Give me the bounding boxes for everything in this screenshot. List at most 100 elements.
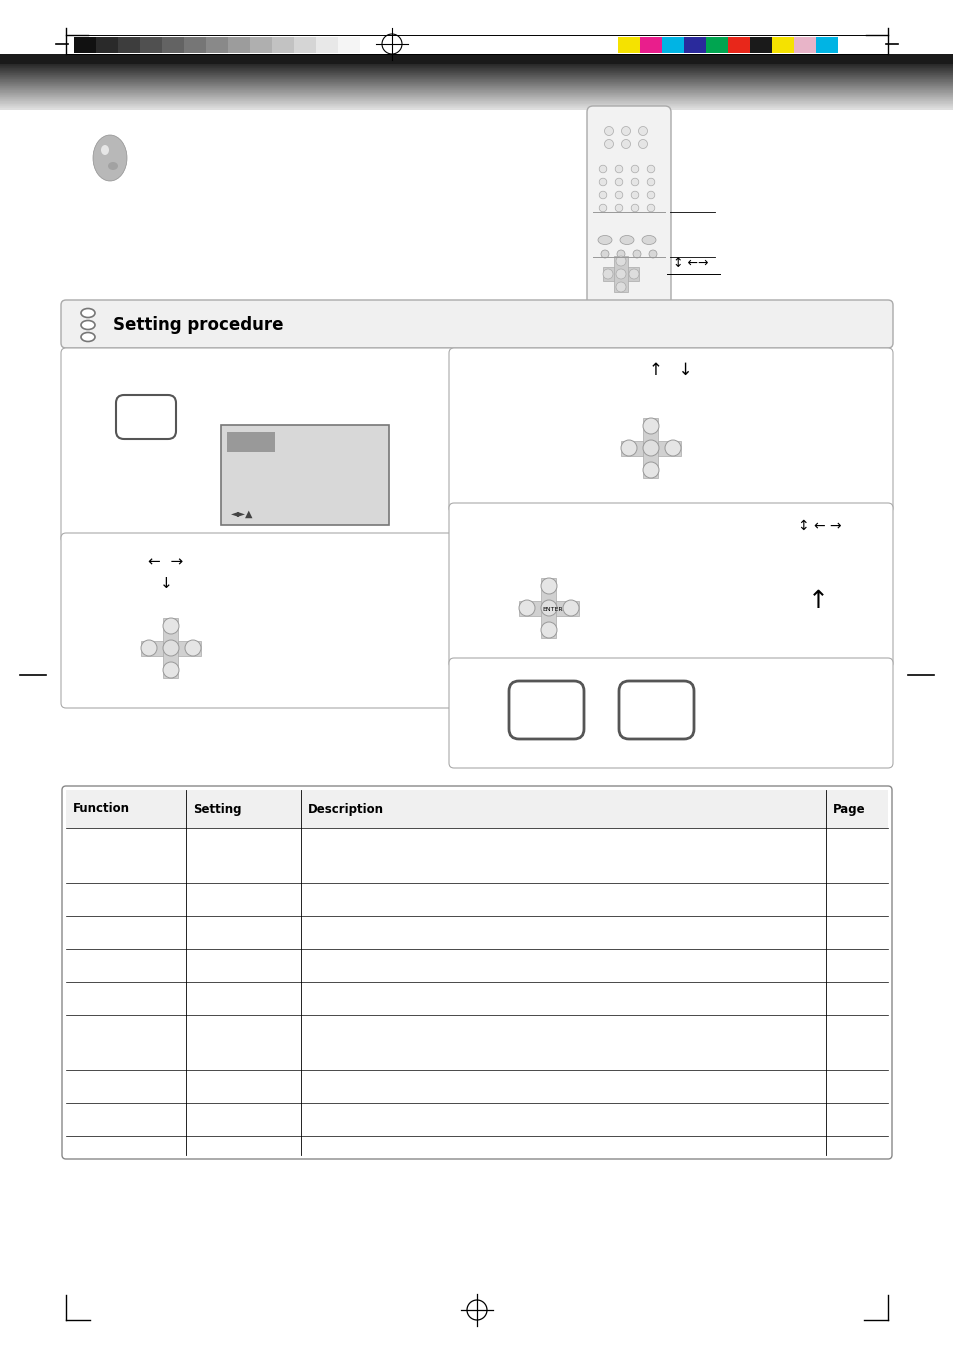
Circle shape: [602, 269, 613, 280]
Circle shape: [631, 204, 639, 212]
Text: ↓: ↓: [159, 576, 172, 590]
Bar: [793, 36, 815, 53]
Bar: [118, 36, 140, 53]
Circle shape: [598, 165, 606, 173]
Bar: [683, 36, 705, 53]
Bar: [643, 417, 658, 478]
Bar: [206, 36, 228, 53]
FancyBboxPatch shape: [618, 681, 693, 739]
Bar: [518, 600, 578, 616]
Circle shape: [646, 192, 654, 199]
Circle shape: [562, 600, 578, 616]
Text: ↕ ← →: ↕ ← →: [797, 519, 841, 534]
FancyBboxPatch shape: [449, 503, 892, 667]
Circle shape: [646, 204, 654, 212]
Bar: [250, 36, 272, 53]
Circle shape: [615, 165, 622, 173]
Bar: [815, 36, 837, 53]
Bar: [661, 36, 683, 53]
Ellipse shape: [92, 135, 127, 181]
FancyBboxPatch shape: [449, 349, 892, 513]
Circle shape: [615, 178, 622, 186]
Circle shape: [617, 250, 624, 258]
Text: ↕ ←→: ↕ ←→: [672, 257, 708, 270]
Text: ↑: ↑: [807, 589, 828, 613]
Ellipse shape: [108, 162, 118, 170]
Circle shape: [540, 600, 557, 616]
Circle shape: [604, 139, 613, 149]
Circle shape: [598, 178, 606, 186]
Circle shape: [631, 192, 639, 199]
Text: ENTER: ENTER: [541, 607, 562, 612]
Text: ◄►▲: ◄►▲: [231, 509, 253, 519]
Bar: [602, 267, 639, 281]
Circle shape: [598, 204, 606, 212]
Circle shape: [664, 440, 680, 457]
Ellipse shape: [81, 308, 95, 317]
Bar: [221, 426, 389, 526]
Bar: [228, 36, 250, 53]
Bar: [749, 36, 771, 53]
Text: ←  →: ← →: [149, 554, 183, 569]
Circle shape: [620, 440, 637, 457]
Bar: [618, 36, 639, 53]
FancyBboxPatch shape: [509, 681, 583, 739]
Text: Page: Page: [832, 802, 864, 816]
Circle shape: [628, 269, 639, 280]
Bar: [727, 36, 749, 53]
Circle shape: [620, 139, 630, 149]
Circle shape: [616, 282, 625, 292]
Bar: [639, 36, 661, 53]
Circle shape: [185, 640, 201, 657]
Bar: [359, 36, 381, 53]
Bar: [315, 36, 337, 53]
Bar: [620, 440, 680, 455]
Bar: [705, 36, 727, 53]
Text: Function: Function: [73, 802, 130, 816]
Circle shape: [620, 127, 630, 135]
Bar: [771, 36, 793, 53]
Circle shape: [633, 250, 640, 258]
FancyBboxPatch shape: [61, 300, 892, 349]
Bar: [184, 36, 206, 53]
Circle shape: [615, 204, 622, 212]
Circle shape: [163, 640, 179, 657]
Circle shape: [631, 165, 639, 173]
Circle shape: [163, 662, 179, 678]
Bar: [227, 432, 274, 453]
Circle shape: [604, 127, 613, 135]
Circle shape: [616, 269, 625, 280]
Ellipse shape: [641, 235, 656, 245]
Circle shape: [638, 127, 647, 135]
Ellipse shape: [598, 235, 612, 245]
Circle shape: [518, 600, 535, 616]
Ellipse shape: [101, 145, 109, 155]
Bar: [163, 617, 178, 678]
Circle shape: [141, 640, 157, 657]
Bar: [294, 36, 315, 53]
FancyBboxPatch shape: [61, 349, 455, 543]
Ellipse shape: [619, 235, 634, 245]
Circle shape: [648, 250, 657, 258]
Bar: [66, 790, 887, 828]
Circle shape: [646, 165, 654, 173]
Circle shape: [616, 255, 625, 266]
Text: Description: Description: [308, 802, 384, 816]
Bar: [96, 36, 118, 53]
Circle shape: [642, 462, 659, 478]
Text: Setting procedure: Setting procedure: [112, 316, 283, 334]
Bar: [614, 255, 627, 292]
Circle shape: [638, 139, 647, 149]
Bar: [272, 36, 294, 53]
Ellipse shape: [81, 320, 95, 330]
Circle shape: [642, 440, 659, 457]
Ellipse shape: [81, 332, 95, 342]
Text: Setting: Setting: [193, 802, 241, 816]
Bar: [140, 36, 162, 53]
FancyBboxPatch shape: [116, 394, 175, 439]
FancyBboxPatch shape: [449, 658, 892, 767]
Circle shape: [631, 178, 639, 186]
Circle shape: [642, 417, 659, 434]
Bar: [162, 36, 184, 53]
Bar: [74, 36, 96, 53]
